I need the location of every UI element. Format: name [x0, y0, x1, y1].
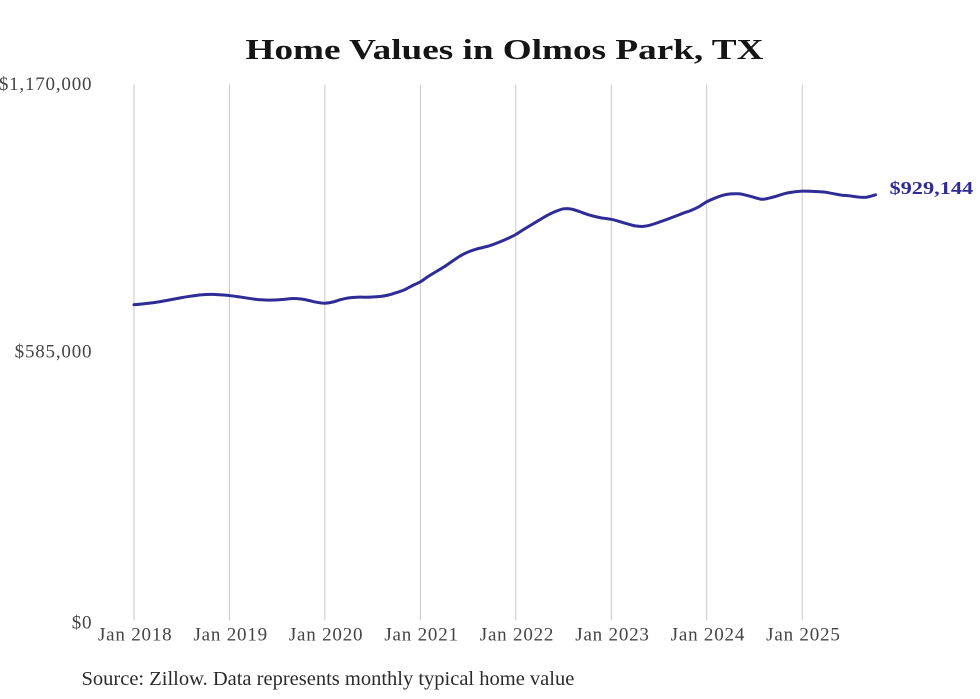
svg-text:$929,144: $929,144	[890, 179, 974, 199]
svg-text:Jan 2021: Jan 2021	[384, 625, 458, 646]
svg-text:Jan 2018: Jan 2018	[98, 625, 172, 646]
svg-text:Jan 2020: Jan 2020	[289, 625, 363, 646]
svg-text:Jan 2025: Jan 2025	[766, 625, 840, 646]
svg-text:Jan 2024: Jan 2024	[671, 625, 745, 646]
svg-text:$585,000: $585,000	[15, 342, 93, 363]
svg-text:Source: Zillow. Data represent: Source: Zillow. Data represents monthly …	[82, 668, 575, 690]
svg-text:Home Values in Olmos Park, TX: Home Values in Olmos Park, TX	[246, 35, 764, 66]
svg-text:$0: $0	[72, 613, 93, 634]
svg-text:Jan 2023: Jan 2023	[575, 625, 649, 646]
svg-text:Jan 2022: Jan 2022	[480, 625, 554, 646]
svg-text:$1,170,000: $1,170,000	[0, 74, 92, 95]
svg-text:Jan 2019: Jan 2019	[193, 625, 267, 646]
